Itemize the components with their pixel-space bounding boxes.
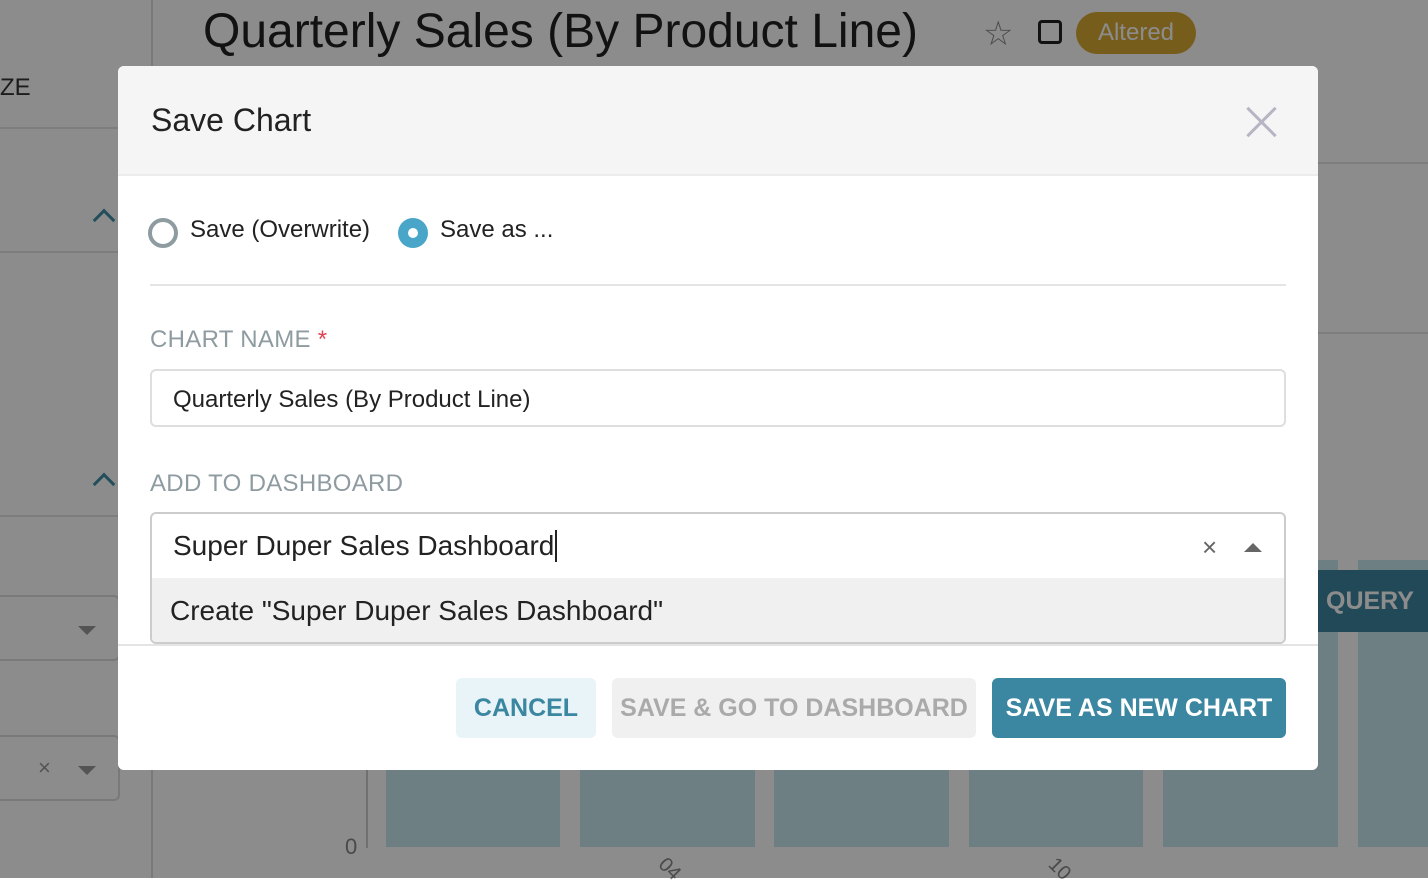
radio-label-overwrite[interactable]: Save (Overwrite) (190, 216, 371, 243)
caret-up-icon[interactable] (1244, 543, 1262, 552)
footer-divider (118, 644, 1318, 646)
clear-icon[interactable]: × (1202, 532, 1218, 562)
save-chart-modal: Save Chart Save (Overwrite) Save as ... … (118, 66, 1318, 770)
sidebar-section-label: ZE (0, 74, 31, 101)
dashboard-select-input[interactable]: Super Duper Sales Dashboard (173, 530, 558, 562)
divider (150, 284, 1286, 286)
dropdown-option-create[interactable]: Create "Super Duper Sales Dashboard" (152, 578, 1284, 642)
caret-down-icon (78, 766, 96, 775)
radio-save-overwrite[interactable] (148, 218, 178, 248)
required-mark: * (317, 326, 328, 353)
save-as-new-chart-button[interactable]: SAVE AS NEW CHART (992, 678, 1286, 738)
edit-icon[interactable] (1038, 20, 1062, 44)
modal-title: Save Chart (151, 102, 312, 138)
radio-label-save-as[interactable]: Save as ... (440, 216, 554, 243)
clear-icon[interactable]: × (38, 755, 51, 780)
modal-header: Save Chart (118, 66, 1318, 176)
add-to-dashboard-label: ADD TO DASHBOARD (150, 470, 404, 497)
run-query-button[interactable]: QUERY (1300, 570, 1428, 632)
divider (1318, 162, 1428, 164)
close-icon[interactable] (1246, 106, 1278, 138)
chart-name-label: CHART NAME * (150, 326, 327, 354)
chart-title[interactable]: Quarterly Sales (By Product Line) (203, 5, 918, 58)
divider (1318, 332, 1428, 334)
y-axis-tick: 0 (345, 834, 358, 859)
divider (0, 515, 151, 517)
status-badge: Altered (1076, 12, 1196, 54)
chart-name-input[interactable]: Quarterly Sales (By Product Line) (150, 369, 1286, 427)
star-icon[interactable]: ☆ (983, 15, 1014, 53)
chart-name-label-text: CHART NAME (150, 326, 311, 353)
cancel-button[interactable]: CANCEL (456, 678, 596, 738)
radio-save-as[interactable] (398, 218, 428, 248)
save-and-go-to-dashboard-button[interactable]: SAVE & GO TO DASHBOARD (612, 678, 976, 738)
divider (0, 251, 151, 253)
dashboard-select[interactable]: Super Duper Sales Dashboard × Create "Su… (150, 512, 1286, 644)
caret-down-icon (78, 626, 96, 635)
divider (0, 127, 151, 129)
